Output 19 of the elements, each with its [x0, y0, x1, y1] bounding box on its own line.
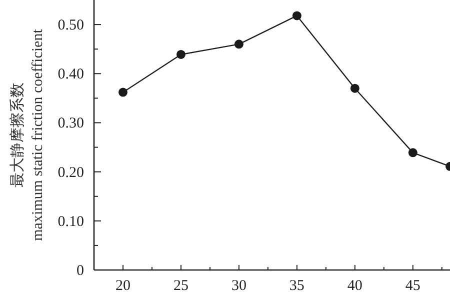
y-tick-label: 0: [76, 263, 84, 279]
point: [118, 88, 128, 97]
x-tick-label: 30: [231, 278, 246, 294]
y-tick-label: 0.40: [58, 66, 84, 83]
x-tick-label: 45: [405, 278, 420, 294]
x-tick-label: 25: [173, 278, 188, 294]
x-tick-label: 40: [347, 278, 362, 294]
y-tick-label: 0.20: [58, 164, 84, 181]
x-tick-label: 35: [289, 278, 304, 294]
point: [350, 84, 360, 93]
point: [292, 11, 302, 20]
y-tick-label: 0.10: [58, 214, 84, 230]
y-axis-title: 最大静摩擦系数 maximum static friction coefficient: [9, 28, 46, 241]
y-tick-label: 0.30: [58, 116, 84, 132]
y-tick-label: 0.50: [58, 18, 84, 34]
point: [176, 50, 186, 59]
x-tick-label: 20: [115, 278, 130, 294]
point: [234, 40, 244, 49]
point: [408, 148, 418, 158]
